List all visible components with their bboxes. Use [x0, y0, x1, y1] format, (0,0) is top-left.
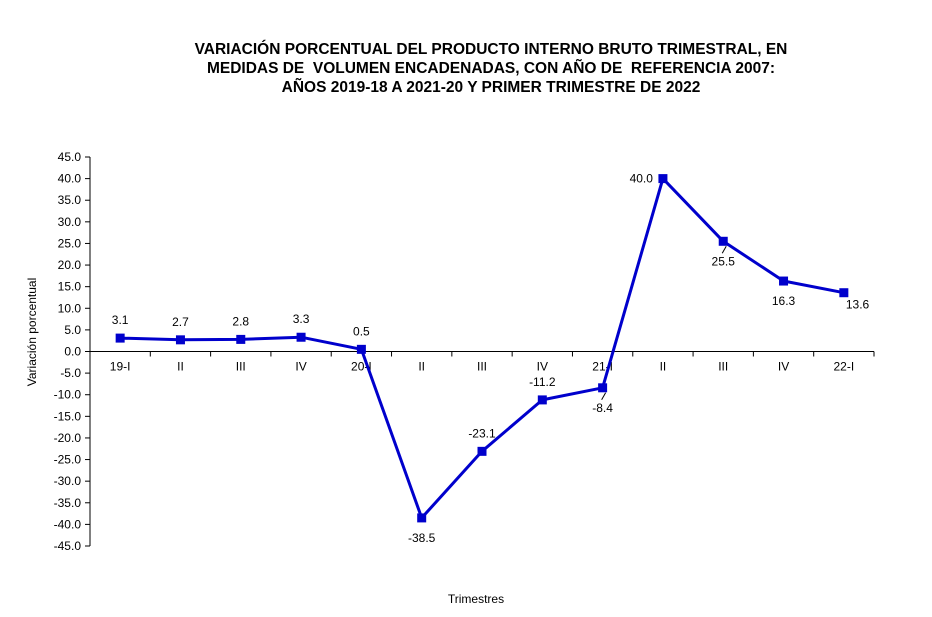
y-tick-label: 10.0 — [58, 301, 82, 315]
x-tick-label: 22-I — [834, 360, 855, 374]
y-tick-label: 25.0 — [58, 236, 82, 250]
data-point-marker — [115, 333, 125, 343]
y-tick-label: -25.0 — [54, 453, 82, 467]
data-point-marker — [839, 288, 849, 298]
data-label: -8.4 — [592, 401, 613, 415]
x-tick-label: II — [660, 360, 667, 374]
x-axis: 19-I II III IV 20-I II III IV 21-I II III IV 22-I — [89, 351, 875, 374]
data-label: 2.7 — [172, 315, 189, 329]
x-tick-label: III — [477, 360, 487, 374]
y-tick-label: 20.0 — [58, 258, 82, 272]
y-tick-label: 0.0 — [64, 345, 81, 359]
y-tick-label: 35.0 — [58, 193, 82, 207]
y-tick-label: 5.0 — [64, 323, 81, 337]
data-label: 0.5 — [353, 324, 370, 338]
y-tick-label: 30.0 — [58, 215, 82, 229]
data-point-marker — [598, 383, 608, 393]
label-leader-line — [601, 392, 607, 401]
y-tick-label: -30.0 — [54, 474, 82, 488]
y-tick-label: 45.0 — [58, 150, 82, 164]
data-point-marker — [236, 334, 246, 344]
data-label: 3.3 — [293, 312, 310, 326]
data-point-marker — [296, 332, 306, 342]
y-tick-label: -5.0 — [60, 366, 81, 380]
data-point-marker — [779, 276, 789, 286]
y-tick-label: -15.0 — [54, 409, 82, 423]
y-tick-label: 15.0 — [58, 280, 82, 294]
label-leader-line — [721, 246, 727, 254]
chart-title: VARIACIÓN PORCENTUAL DEL PRODUCTO INTERN… — [0, 40, 932, 97]
data-point-marker — [175, 335, 185, 345]
x-tick-label: IV — [295, 360, 306, 374]
data-labels: 3.1 2.7 2.8 3.3 0.5 -38.5 -23.1 -11.2 -8.4 40.0 25… — [112, 172, 870, 545]
series-variacion — [115, 174, 849, 523]
data-label: 16.3 — [772, 294, 796, 308]
x-tick-label: IV — [537, 360, 548, 374]
x-tick-label: III — [718, 360, 728, 374]
data-label: -11.2 — [529, 375, 556, 389]
data-label: 3.1 — [112, 313, 129, 327]
x-tick-label: II — [418, 360, 425, 374]
y-tick-label: -35.0 — [54, 496, 82, 510]
series-line — [120, 177, 845, 520]
data-point-marker — [537, 395, 547, 405]
chart-title-line-2: MEDIDAS DE VOLUMEN ENCADENADAS, CON AÑO … — [206, 60, 776, 77]
data-point-marker — [658, 174, 668, 184]
data-label: 2.8 — [232, 314, 249, 328]
y-tick-label: -20.0 — [54, 431, 82, 445]
y-axis: 45.0 40.0 35.0 30.0 25.0 20.0 15.0 10.0 5.0 0.0 -5… — [54, 150, 91, 553]
data-label: 40.0 — [630, 172, 654, 186]
data-point-marker — [356, 344, 366, 354]
data-point-marker — [417, 513, 427, 523]
data-label: -23.1 — [468, 426, 496, 440]
data-point-marker — [477, 446, 487, 456]
x-tick-label: 19-I — [110, 360, 131, 374]
x-tick-label: IV — [778, 360, 789, 374]
data-label: 25.5 — [712, 254, 736, 268]
data-label: -38.5 — [408, 531, 436, 545]
x-tick-label: III — [236, 360, 246, 374]
data-point-marker — [718, 236, 728, 246]
y-tick-label: -10.0 — [54, 388, 82, 402]
x-axis-title: Trimestres — [448, 592, 504, 606]
x-tick-label: II — [177, 360, 184, 374]
y-axis-title: Variación porcentual — [25, 278, 39, 387]
y-tick-label: 40.0 — [58, 172, 82, 186]
chart-title-line-3: AÑOS 2019-18 A 2021-20 Y PRIMER TRIMESTR… — [281, 79, 701, 96]
y-tick-label: -40.0 — [54, 517, 82, 531]
chart-title-line-1: VARIACIÓN PORCENTUAL DEL PRODUCTO INTERN… — [194, 41, 788, 58]
data-label: 13.6 — [846, 298, 870, 312]
y-tick-label: -45.0 — [54, 539, 82, 553]
